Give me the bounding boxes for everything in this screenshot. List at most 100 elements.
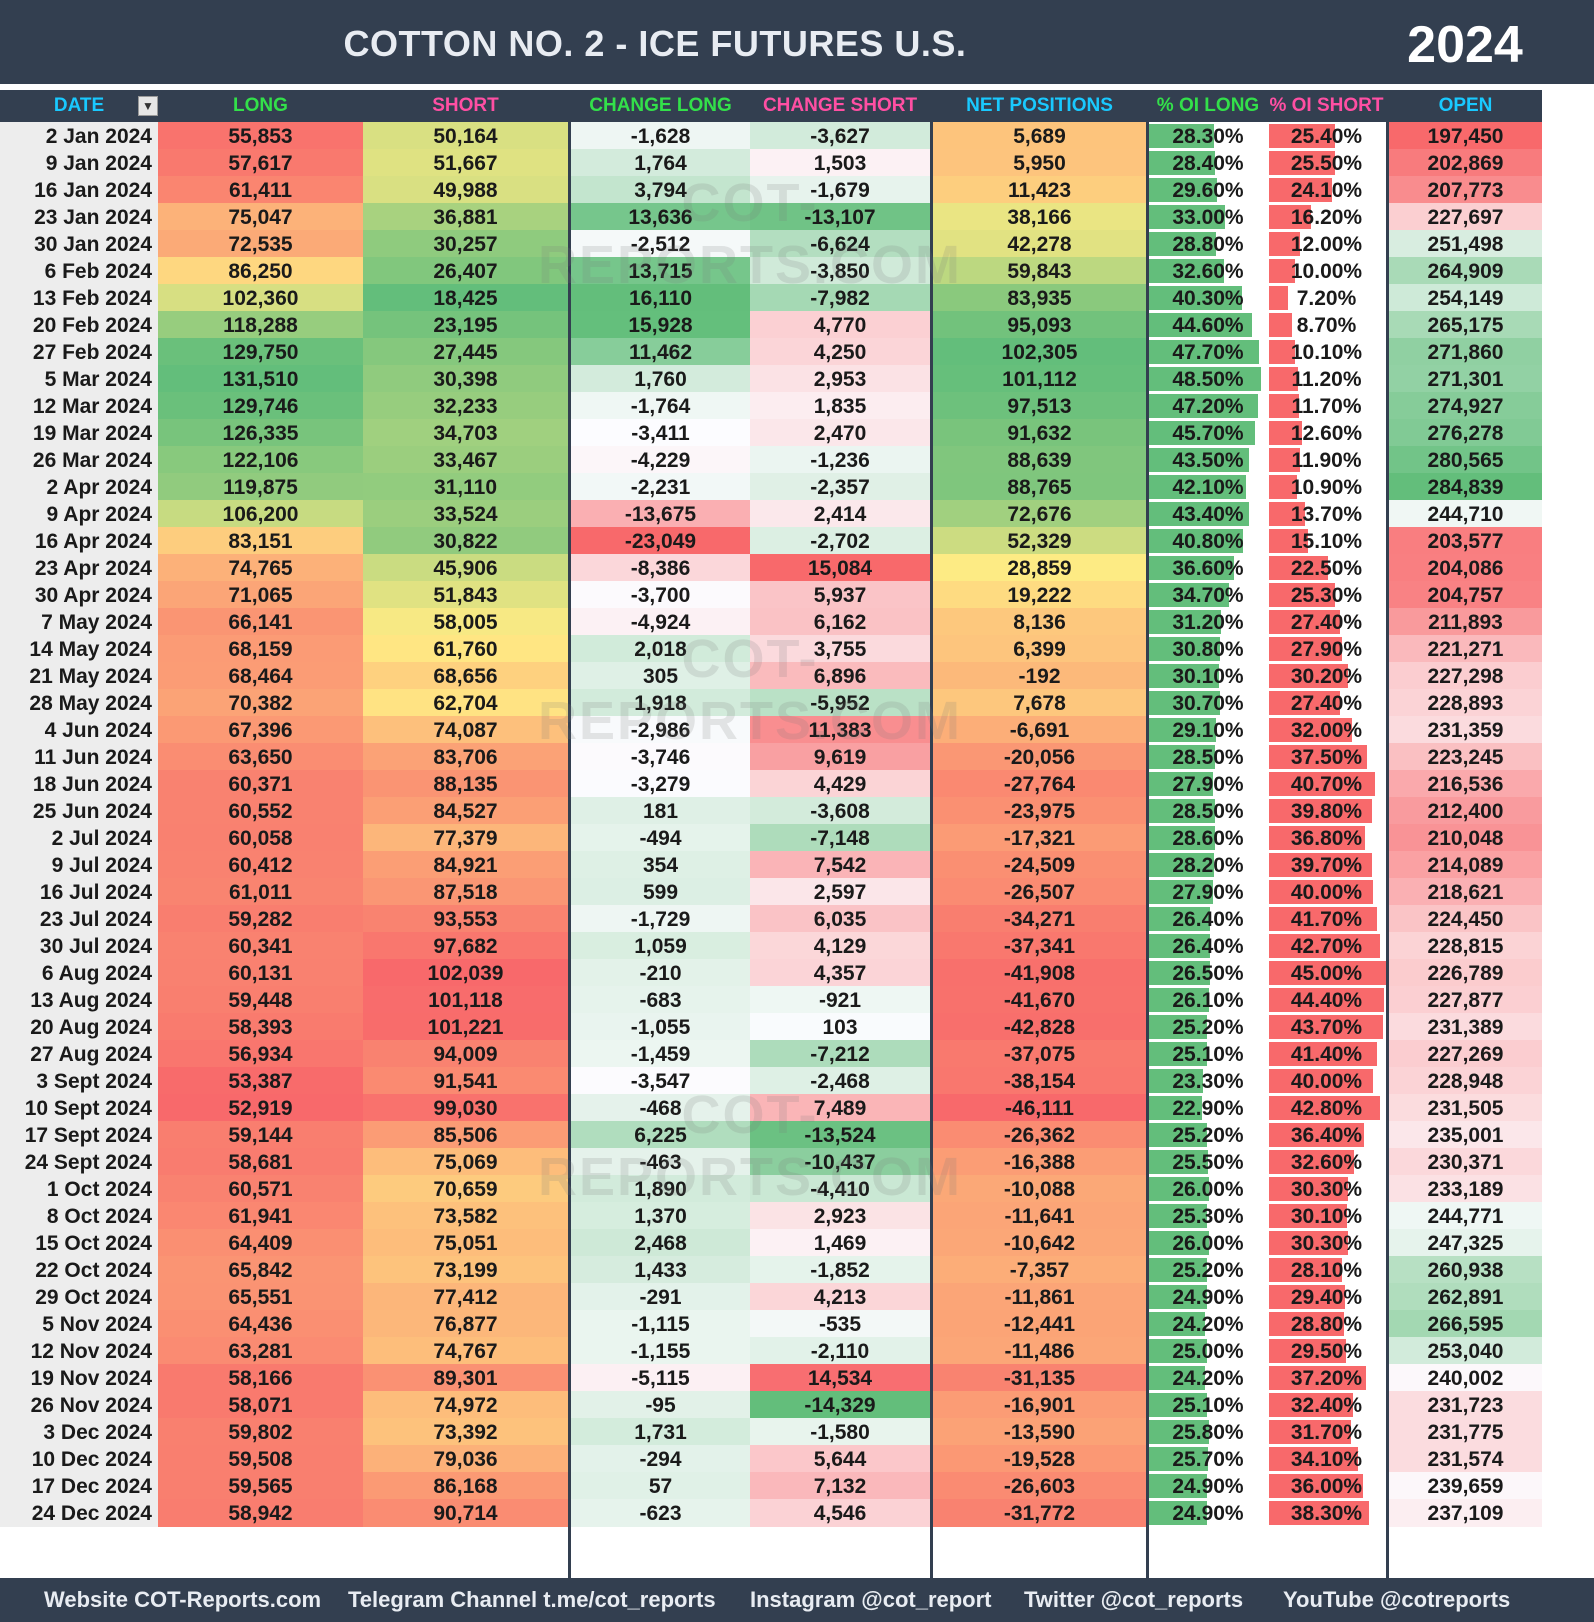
oi-short-bar bbox=[1269, 1069, 1373, 1093]
oi-long-bar bbox=[1149, 853, 1214, 877]
cell-oi-long: 34.70% bbox=[1172, 584, 1244, 607]
table-row: 6 Aug 2024 60,131 102,039 -210 4,357 -41,908 2… bbox=[0, 959, 1594, 987]
cell-change-short: 3,755 bbox=[750, 635, 930, 663]
cell-open-interest: 228,815 bbox=[1389, 932, 1542, 960]
cell-date: 6 Feb 2024 bbox=[0, 257, 158, 285]
oi-long-bar bbox=[1149, 1096, 1202, 1120]
cell-net-positions: -27,764 bbox=[933, 770, 1146, 798]
cell-date: 24 Sept 2024 bbox=[0, 1148, 158, 1176]
cell-oi-long: 24.90% bbox=[1172, 1286, 1244, 1309]
cell-change-long: -1,729 bbox=[571, 905, 750, 933]
cell-long: 66,141 bbox=[158, 608, 363, 636]
footer-website-link[interactable]: Website COT-Reports.com bbox=[44, 1587, 322, 1612]
cell-open-interest: 276,278 bbox=[1389, 419, 1542, 447]
cell-short: 75,051 bbox=[363, 1229, 568, 1257]
cell-open-interest: 228,948 bbox=[1389, 1067, 1542, 1095]
footer-telegram-link[interactable]: Telegram Channel t.me/cot_reports bbox=[348, 1587, 716, 1612]
cell-long: 58,393 bbox=[158, 1013, 363, 1041]
cell-change-short: -13,524 bbox=[750, 1121, 930, 1149]
cell-oi-long: 27.90% bbox=[1172, 881, 1244, 904]
cell-date: 15 Oct 2024 bbox=[0, 1229, 158, 1257]
cell-open-interest: 228,893 bbox=[1389, 689, 1542, 717]
cell-oi-short: 34.10% bbox=[1290, 1448, 1363, 1471]
table-row: 28 May 2024 70,382 62,704 1,918 -5,952 7,678 2… bbox=[0, 689, 1594, 717]
cell-change-long: 13,636 bbox=[571, 203, 750, 231]
cell-oi-short: 36.80% bbox=[1290, 827, 1363, 850]
cell-net-positions: -16,901 bbox=[933, 1391, 1146, 1419]
oi-short-bar bbox=[1269, 988, 1384, 1012]
cell-open-interest: 271,301 bbox=[1389, 365, 1542, 393]
cell-open-interest: 265,175 bbox=[1389, 311, 1542, 339]
cell-change-long: -4,924 bbox=[571, 608, 750, 636]
cell-change-long: -294 bbox=[571, 1445, 750, 1473]
cell-open-interest: 203,577 bbox=[1389, 527, 1542, 555]
oi-long-bar bbox=[1149, 610, 1221, 634]
cell-change-short: 4,213 bbox=[750, 1283, 930, 1311]
cell-open-interest: 223,245 bbox=[1389, 743, 1542, 771]
footer-instagram-link[interactable]: Instagram @cot_report bbox=[750, 1587, 992, 1612]
cell-date: 23 Apr 2024 bbox=[0, 554, 158, 582]
cell-open-interest: 271,860 bbox=[1389, 338, 1542, 366]
cell-net-positions: -23,975 bbox=[933, 797, 1146, 825]
cell-change-short: 2,470 bbox=[750, 419, 930, 447]
cell-long: 126,335 bbox=[158, 419, 363, 447]
oi-short-bar bbox=[1269, 637, 1342, 661]
footer-youtube-link[interactable]: YouTube @cotreports bbox=[1283, 1587, 1511, 1612]
cell-short: 101,118 bbox=[363, 986, 568, 1014]
cell-oi-short: 24.10% bbox=[1290, 179, 1363, 202]
cell-oi-short: 28.10% bbox=[1290, 1259, 1363, 1282]
cell-short: 88,135 bbox=[363, 770, 568, 798]
cell-change-long: 3,794 bbox=[571, 176, 750, 204]
cell-oi-short: 10.10% bbox=[1290, 341, 1363, 364]
cell-long: 61,011 bbox=[158, 878, 363, 906]
cell-change-short: 1,503 bbox=[750, 149, 930, 177]
cell-oi-long: 22.90% bbox=[1172, 1097, 1244, 1120]
table-row: 27 Aug 2024 56,934 94,009 -1,459 -7,212 -37,0… bbox=[0, 1040, 1594, 1068]
cell-net-positions: 95,093 bbox=[933, 311, 1146, 339]
oi-long-bar bbox=[1149, 1312, 1205, 1336]
cell-net-positions: 101,112 bbox=[933, 365, 1146, 393]
cell-oi-long: 25.10% bbox=[1172, 1043, 1244, 1066]
oi-long-bar bbox=[1149, 529, 1243, 553]
cell-long: 60,341 bbox=[158, 932, 363, 960]
oi-long-bar bbox=[1149, 502, 1249, 526]
cell-change-short: -6,624 bbox=[750, 230, 930, 258]
cell-short: 50,164 bbox=[363, 122, 568, 150]
cell-long: 72,535 bbox=[158, 230, 363, 258]
cell-net-positions: -37,075 bbox=[933, 1040, 1146, 1068]
cell-oi-short: 41.70% bbox=[1290, 908, 1363, 931]
cell-oi-long: 28.30% bbox=[1172, 125, 1244, 148]
table-row: 9 Jan 2024 57,617 51,667 1,764 1,503 5,950 202… bbox=[0, 149, 1594, 177]
oi-short-bar bbox=[1269, 502, 1305, 526]
oi-long-bar bbox=[1149, 1393, 1207, 1417]
cell-long: 67,396 bbox=[158, 716, 363, 744]
cell-open-interest: 264,909 bbox=[1389, 257, 1542, 285]
cell-oi-short: 7.20% bbox=[1296, 287, 1357, 310]
cell-oi-long: 24.90% bbox=[1172, 1502, 1244, 1525]
cell-change-short: -10,437 bbox=[750, 1148, 930, 1176]
cell-open-interest: 224,450 bbox=[1389, 905, 1542, 933]
cell-short: 84,527 bbox=[363, 797, 568, 825]
oi-short-bar bbox=[1269, 1393, 1353, 1417]
cell-date: 12 Mar 2024 bbox=[0, 392, 158, 420]
cell-short: 51,843 bbox=[363, 581, 568, 609]
cell-oi-long: 26.10% bbox=[1172, 989, 1244, 1012]
cell-open-interest: 266,595 bbox=[1389, 1310, 1542, 1338]
cell-oi-short: 30.20% bbox=[1290, 665, 1363, 688]
cell-oi-short: 11.90% bbox=[1291, 449, 1362, 472]
cell-change-short: 4,770 bbox=[750, 311, 930, 339]
cell-oi-short: 30.10% bbox=[1290, 1205, 1363, 1228]
cell-change-short: 103 bbox=[750, 1013, 930, 1041]
filter-dropdown-icon[interactable]: ▼ bbox=[138, 96, 158, 116]
footer-twitter-link[interactable]: Twitter @cot_reports bbox=[1024, 1587, 1244, 1612]
header-net-positions: NET POSITIONS bbox=[966, 95, 1113, 116]
cell-short: 93,553 bbox=[363, 905, 568, 933]
cell-long: 74,765 bbox=[158, 554, 363, 582]
cell-long: 60,371 bbox=[158, 770, 363, 798]
cell-open-interest: 197,450 bbox=[1389, 122, 1542, 150]
cell-long: 63,281 bbox=[158, 1337, 363, 1365]
cell-net-positions: -46,111 bbox=[933, 1094, 1146, 1122]
cell-oi-short: 13.70% bbox=[1290, 503, 1363, 526]
column-separator bbox=[1386, 90, 1389, 1578]
cell-net-positions: -11,486 bbox=[933, 1337, 1146, 1365]
